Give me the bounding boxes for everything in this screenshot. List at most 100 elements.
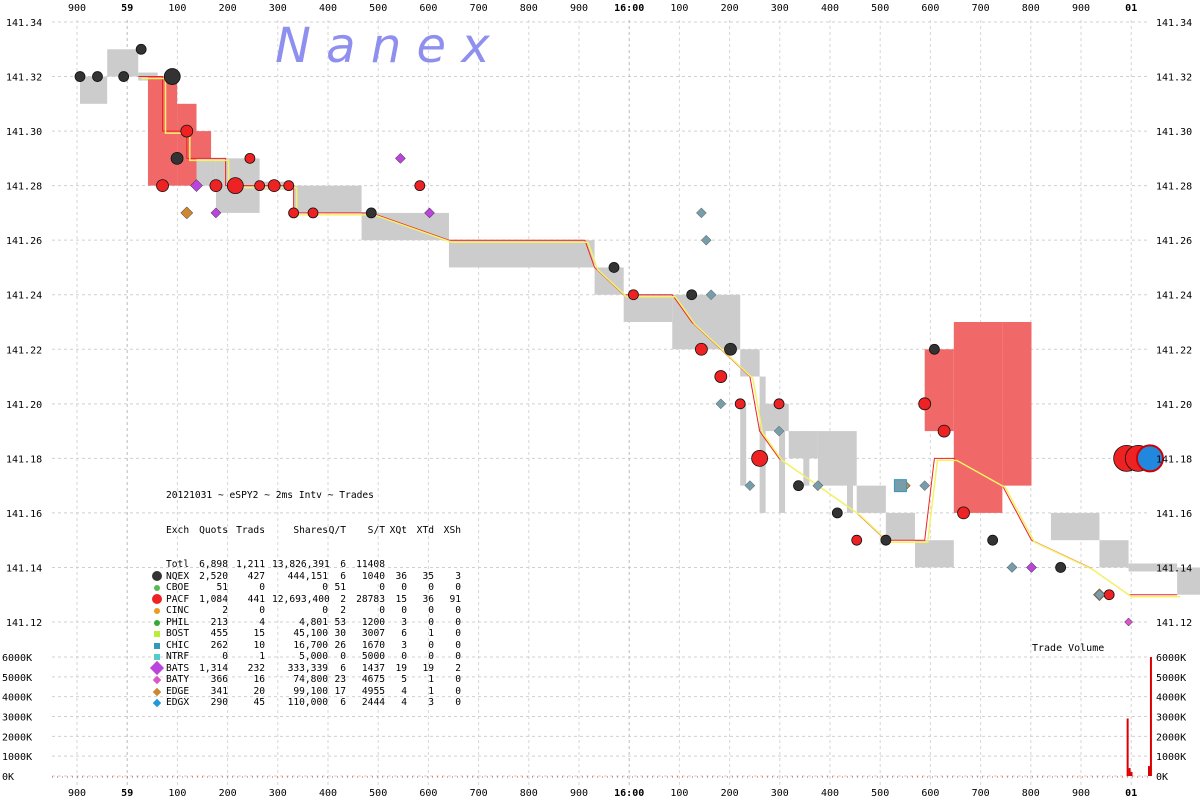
x-tick-label: 400 — [821, 3, 839, 14]
stats-cell: 1437 — [361, 662, 385, 674]
stats-cell: 1,211 — [236, 559, 265, 570]
stats-cell: 6 — [340, 570, 346, 582]
y-tick-label: 141.12 — [1156, 618, 1192, 629]
stats-cell: 2,520 — [199, 570, 228, 582]
stats-cell: 6 — [340, 697, 346, 708]
trade-mark — [135, 43, 147, 55]
stats-cell: 1200 — [361, 616, 385, 628]
stats-cell: 0 — [401, 651, 407, 662]
trade-mark — [365, 207, 377, 219]
stats-cell: 19 — [422, 662, 434, 674]
x-tick-label: 01 — [1125, 788, 1137, 799]
stats-cell: 0 — [455, 651, 461, 662]
stats-cell: Trads — [236, 524, 265, 536]
stats-cell: 0 — [259, 582, 265, 593]
x-tick-label: 16:00 — [614, 788, 644, 799]
stats-cell: 35 — [422, 570, 434, 582]
trade-mark — [987, 534, 999, 546]
stats-row: BATS 1,314 232 333,339 6 1437 19 19 2 — [149, 660, 461, 675]
y-tick-label: 141.16 — [1156, 509, 1192, 520]
x-tick-label: 100 — [168, 788, 186, 799]
legend-symbol-icon — [154, 585, 160, 591]
stats-cell: XSh — [443, 524, 461, 536]
stats-cell: 0 — [222, 651, 228, 662]
trade-mark — [812, 480, 824, 491]
x-tick-label: 900 — [1072, 3, 1090, 14]
trade-mark — [1094, 589, 1105, 601]
trade-mark — [744, 480, 756, 491]
volume-bar — [1128, 768, 1131, 776]
x-tick-label: 900 — [68, 788, 86, 799]
x-axis-bottom: 900 59 100 200 300 400 500 600 700 800 900 16:00 100… — [68, 788, 1137, 799]
stats-row: BOST 455 15 45,100 30 3007 6 1 0 — [152, 628, 461, 640]
trade-mark — [937, 424, 951, 438]
x-tick-label: 500 — [871, 788, 889, 799]
stats-row: Totl 6,898 1,211 13,826,391 6 11408 — [152, 559, 385, 571]
stats-cell: 15 — [253, 628, 265, 639]
trade-mark — [414, 180, 426, 192]
trade-mark — [283, 180, 295, 192]
stats-cell: 0 — [455, 674, 461, 685]
nbbo-band — [803, 431, 810, 486]
nbbo-band — [856, 485, 886, 513]
stats-cell: 45 — [253, 697, 265, 708]
stats-cell: 1,314 — [199, 662, 228, 674]
x-tick-label: 800 — [520, 788, 538, 799]
trade-mark — [686, 289, 698, 301]
stats-cell: 20 — [253, 685, 265, 697]
trade-mark — [180, 206, 194, 220]
stats-cell: 74,800 — [293, 674, 328, 685]
nbbo-band — [293, 185, 362, 213]
stats-cell: 333,339 — [287, 662, 328, 674]
stats-cell: 0 — [340, 651, 346, 662]
legend-symbol-icon — [152, 675, 162, 685]
volume-tick-label: 6000K — [2, 653, 32, 664]
x-tick-label: 400 — [319, 788, 337, 799]
stats-cell: 1 — [259, 651, 265, 662]
stats-cell: 341 — [210, 685, 228, 697]
x-tick-label: 300 — [269, 788, 287, 799]
trade-mark — [608, 262, 620, 273]
y-axis-right: 141.34 141.32 141.30 141.28 141.26 141.24 141.… — [1156, 18, 1192, 629]
stats-cell: 3007 — [361, 628, 385, 639]
stats-cell: 455 — [210, 628, 228, 639]
stats-row: CINC 2 0 0 2 0 0 0 0 — [152, 605, 461, 617]
nbbo-band — [1099, 540, 1129, 568]
trade-mark — [714, 370, 728, 383]
x-tick-label: 700 — [972, 788, 990, 799]
x-tick-label: 200 — [219, 3, 237, 14]
stats-cell: BATS — [166, 662, 190, 674]
y-tick-label: 141.20 — [6, 400, 42, 411]
trade-mark — [734, 398, 746, 410]
legend-symbol-icon — [152, 687, 162, 696]
stats-cell: NTRF — [166, 651, 190, 662]
stats-cell: 4 — [401, 685, 407, 697]
x-tick-label: 100 — [670, 3, 688, 14]
x-tick-label: 600 — [921, 3, 939, 14]
stats-cell: 3 — [455, 570, 461, 582]
x-tick-label: 600 — [419, 3, 437, 14]
stats-cell: 6,898 — [199, 559, 228, 570]
stats-cell: 1040 — [361, 570, 385, 582]
stats-cell: 17 — [334, 685, 346, 697]
stats-cell: 5 — [401, 674, 407, 685]
trade-mark — [694, 342, 708, 356]
legend-symbol-icon — [152, 698, 162, 708]
stats-row: NTRF 0 1 5,000 0 5000 0 0 0 — [152, 651, 461, 663]
stats-cell: 262 — [210, 639, 228, 651]
x-tick-label: 900 — [68, 3, 86, 14]
x-tick-label: 800 — [1022, 3, 1040, 14]
volume-bar — [1130, 772, 1133, 776]
x-tick-label: 59 — [121, 3, 133, 14]
stats-cell: CINC — [166, 605, 190, 616]
stats-row: CHIC 262 10 16,700 26 1670 3 0 0 — [152, 640, 461, 652]
pacf-block — [924, 349, 954, 432]
quote-lines — [138, 76, 1181, 598]
volume-bar — [1126, 718, 1129, 776]
stats-cell: 1 — [428, 628, 434, 639]
volume-bar — [1148, 766, 1150, 776]
x-tick-label: 100 — [670, 788, 688, 799]
x-tick-label: 100 — [168, 3, 186, 14]
stats-cell: 4,801 — [299, 616, 328, 628]
volume-tick-label: 2000K — [2, 732, 32, 743]
